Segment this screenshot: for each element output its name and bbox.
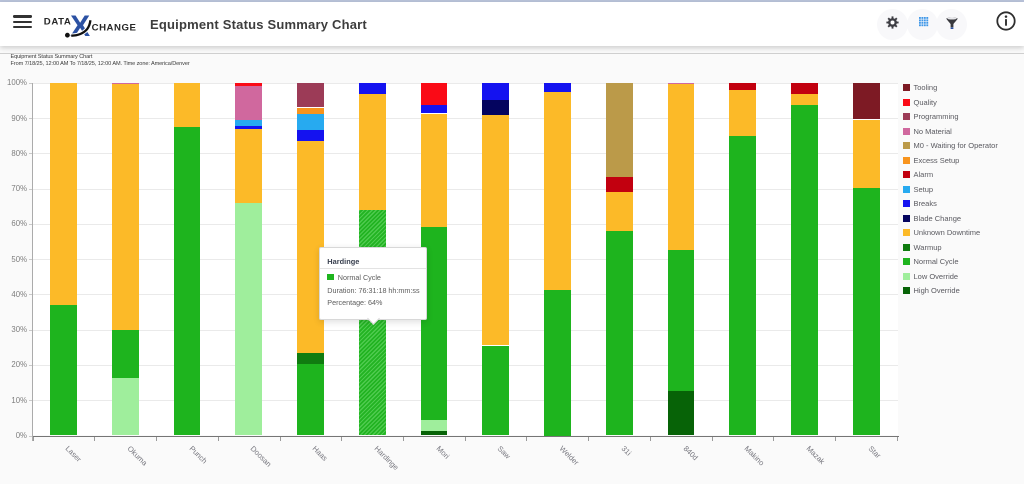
svg-text:CHANGE: CHANGE: [92, 22, 137, 33]
svg-text:DATA: DATA: [44, 16, 72, 27]
